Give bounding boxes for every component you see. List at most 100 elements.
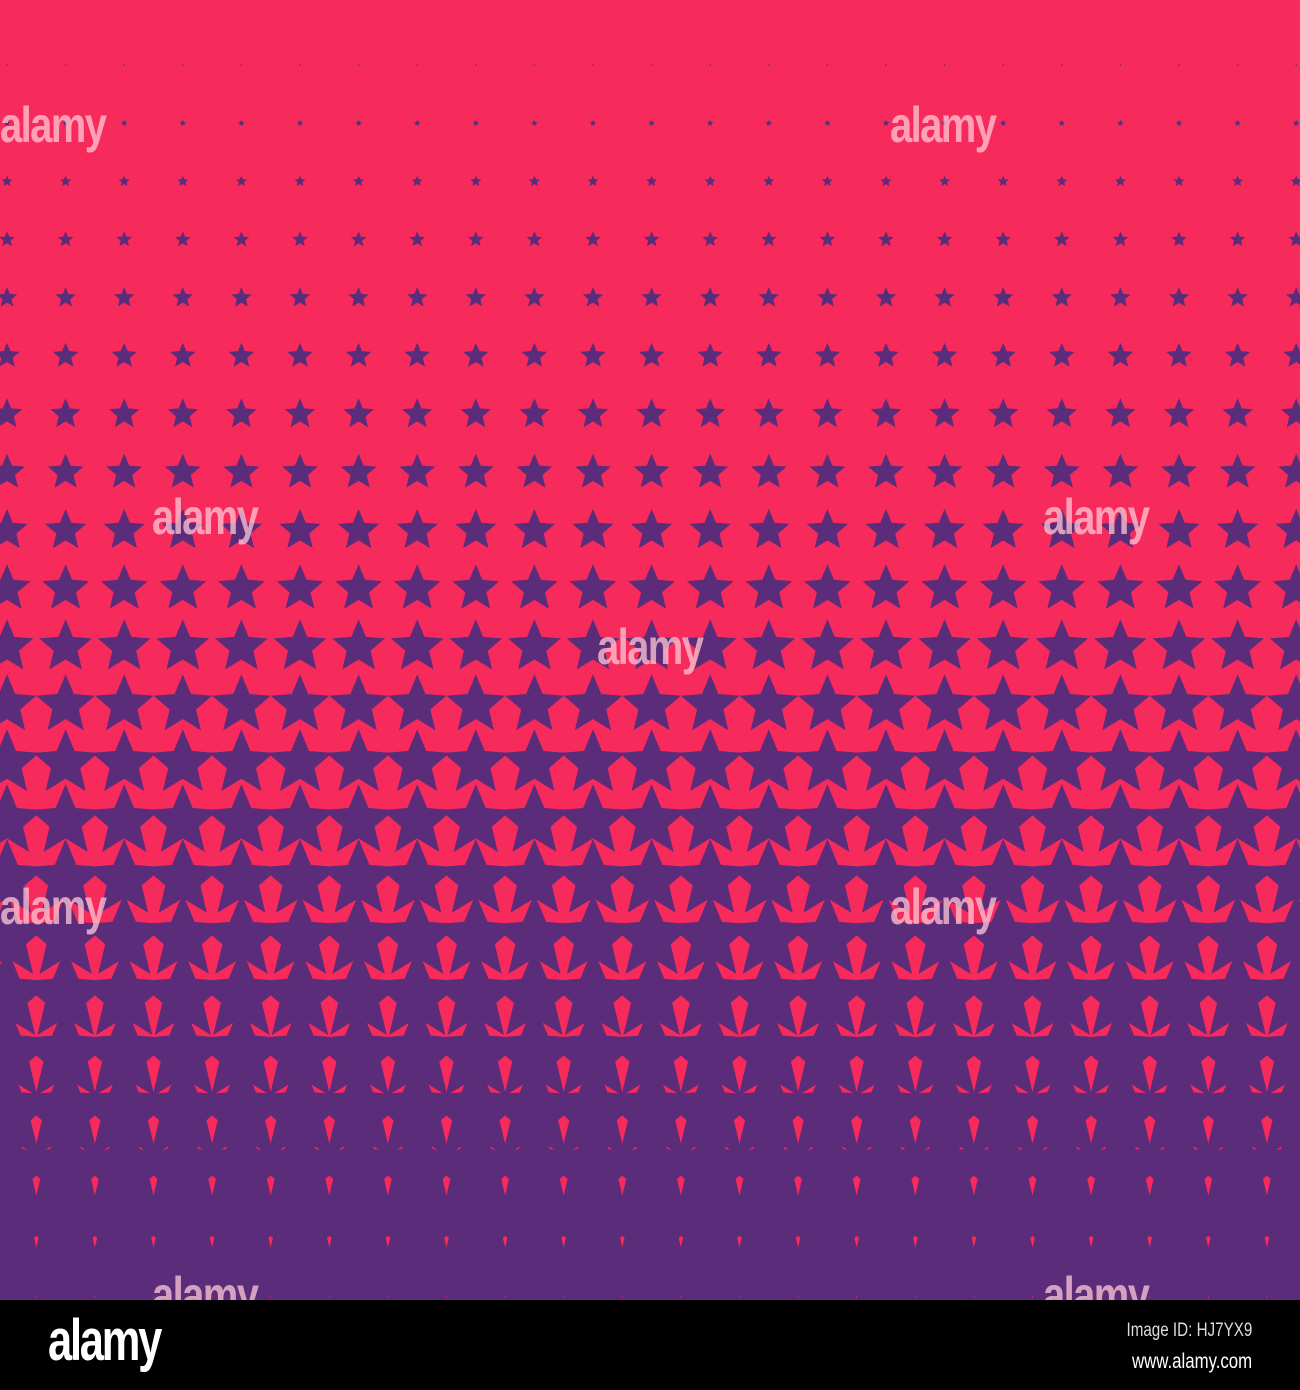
star-icon xyxy=(123,63,126,66)
star-icon xyxy=(472,119,480,126)
star-icon xyxy=(856,674,916,731)
star-icon xyxy=(0,729,40,791)
star-icon xyxy=(332,619,385,670)
star-icon xyxy=(1266,674,1300,731)
star-icon xyxy=(1272,564,1300,609)
star-icon xyxy=(460,398,491,428)
star-icon xyxy=(801,619,854,670)
star-icon xyxy=(1275,508,1300,549)
star-icon xyxy=(1181,1111,1294,1219)
star-icon xyxy=(159,564,207,609)
watermark: alamy xyxy=(597,619,704,675)
star-icon xyxy=(384,729,450,791)
star-icon xyxy=(468,231,484,247)
star-icon xyxy=(1032,674,1092,731)
star-icon xyxy=(739,674,799,731)
star-icon xyxy=(683,619,737,670)
star-icon xyxy=(465,287,486,307)
star-icon xyxy=(1171,231,1187,247)
star-icon xyxy=(1192,948,1284,1035)
star-icon xyxy=(0,619,34,670)
star-icon xyxy=(521,342,548,367)
star-icon xyxy=(692,453,729,488)
star-icon xyxy=(781,948,873,1035)
alamy-logo: alamy xyxy=(48,1308,162,1373)
star-icon xyxy=(1158,508,1200,549)
star-icon xyxy=(585,231,601,247)
star-icon xyxy=(1208,674,1267,731)
star-icon xyxy=(528,175,540,187)
star-icon xyxy=(591,63,595,66)
star-icon xyxy=(1222,398,1253,428)
image-id: Image ID: HJ7YX9 xyxy=(1126,1320,1252,1341)
star-icon xyxy=(0,508,28,549)
star-icon xyxy=(1198,839,1277,913)
star-icon xyxy=(612,839,691,913)
star-icon xyxy=(335,564,382,609)
star-icon xyxy=(1114,175,1126,187)
star-icon xyxy=(895,1002,994,1097)
star-icon xyxy=(492,893,577,974)
star-icon xyxy=(697,342,723,367)
star-icon xyxy=(723,948,815,1035)
star-icon xyxy=(12,1057,119,1158)
star-icon xyxy=(36,674,95,731)
star-icon xyxy=(1051,287,1072,307)
star-icon xyxy=(133,1002,232,1097)
star-icon xyxy=(560,729,626,791)
star-icon xyxy=(228,342,255,367)
star-icon xyxy=(995,231,1011,247)
star-icon xyxy=(875,287,897,307)
star-icon xyxy=(589,119,597,126)
star-icon xyxy=(1152,619,1206,670)
star-icon xyxy=(785,893,870,974)
star-icon xyxy=(238,119,245,126)
star-icon xyxy=(126,1111,240,1219)
star-icon xyxy=(409,231,425,247)
star-icon xyxy=(109,398,140,428)
star-icon xyxy=(1195,893,1280,974)
star-icon xyxy=(1054,231,1070,247)
star-icon xyxy=(449,619,503,670)
star-icon xyxy=(446,674,506,731)
star-icon xyxy=(1136,893,1222,974)
star-icon xyxy=(606,948,698,1035)
star-icon xyxy=(0,784,43,852)
star-icon xyxy=(195,948,287,1035)
star-icon xyxy=(1012,1002,1111,1097)
star-icon xyxy=(824,119,831,126)
star-icon xyxy=(806,508,848,549)
star-icon xyxy=(162,508,204,549)
star-icon xyxy=(250,1002,350,1097)
star-icon xyxy=(970,729,1036,791)
star-icon xyxy=(763,175,775,187)
star-icon xyxy=(918,619,971,670)
star-icon xyxy=(343,398,374,428)
star-icon xyxy=(75,1002,174,1097)
star-icon xyxy=(91,729,157,791)
star-icon xyxy=(622,674,681,731)
star-icon xyxy=(114,287,135,307)
watermark: alamy xyxy=(0,97,107,153)
star-icon xyxy=(289,287,311,307)
star-icon xyxy=(355,119,362,126)
star-icon xyxy=(704,175,716,187)
star-icon xyxy=(1019,893,1104,974)
star-icon xyxy=(387,674,447,731)
star-icon xyxy=(313,948,405,1035)
star-icon xyxy=(513,508,555,549)
star-icon xyxy=(1105,398,1136,428)
star-icon xyxy=(587,175,599,187)
star-icon xyxy=(1168,287,1190,307)
star-icon xyxy=(390,619,444,670)
star-icon xyxy=(1071,1002,1170,1097)
star-icon xyxy=(577,398,609,428)
star-icon xyxy=(42,564,89,609)
star-icon xyxy=(326,729,391,791)
star-icon xyxy=(430,948,522,1035)
star-icon xyxy=(912,729,977,791)
star-icon xyxy=(582,287,604,307)
star-icon xyxy=(625,619,678,670)
star-icon xyxy=(481,1057,588,1158)
star-icon xyxy=(233,231,250,247)
